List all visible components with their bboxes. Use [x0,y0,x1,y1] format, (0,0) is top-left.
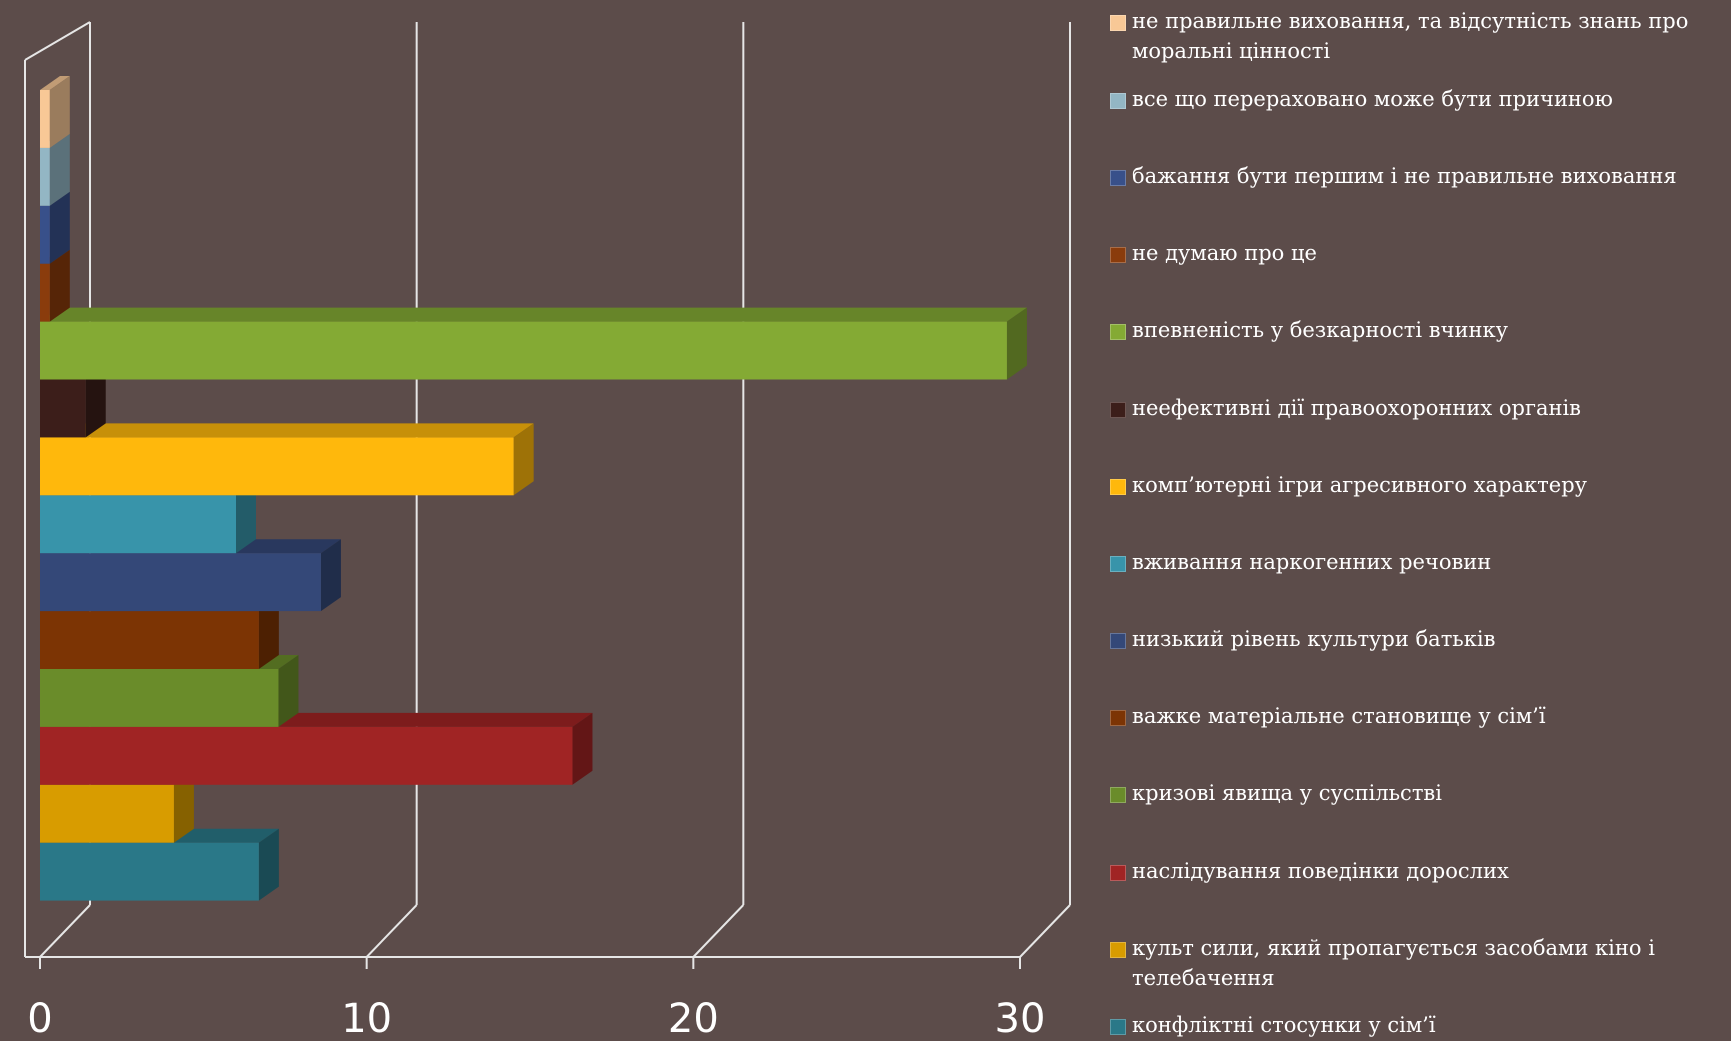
bar-7 [40,423,534,496]
bar-side-face [258,597,279,669]
bar-front-face [40,553,321,612]
bar-5 [40,307,1027,380]
legend-swatch [1110,402,1126,418]
legend-label: впевненість у безкарності вчинку [1132,318,1508,342]
bar-front-face [40,263,50,322]
side-wall-top-edge [24,21,91,61]
legend-label: конфліктні стосунки у сім’ї [1132,1013,1436,1037]
legend-label: все що перераховано може бути причиною [1132,87,1613,111]
bar-front-face [40,726,573,785]
bar-front-face [40,321,1007,380]
bar-side-face [320,539,341,612]
legend-swatch [1110,865,1126,881]
x-tick-label-30: 30 [995,996,1046,1041]
x-tick-label-10: 10 [341,996,392,1041]
floor-gridline-30 [1019,904,1071,958]
legend-swatch [1110,710,1126,726]
legend-swatch [1110,942,1126,958]
bar-side-face [572,712,593,785]
bar-side-face [49,76,70,148]
bar-front-face [40,379,86,438]
legend-label: наслідування поведінки дорослих [1132,859,1509,883]
bar-side-face [513,423,534,496]
legend-label: комп’ютерні ігри агресивного характеру [1132,473,1587,497]
legend-label: культ сили, який пропагується засобами к… [1132,936,1655,990]
legend-label: не правильне виховання, та відсутність з… [1132,9,1689,63]
bar-side-face [1006,307,1027,380]
bar-side-face [258,828,279,901]
x-tick-label-0: 0 [27,996,52,1041]
bar-side-face [49,191,70,264]
legend-label: неефективні дії правоохоронних органів [1132,396,1581,420]
bars [40,76,1027,901]
legend-swatch [1110,93,1126,109]
bar-top-face [40,307,1027,322]
x-tick-label-20: 20 [668,996,719,1041]
bar-side-face [49,249,70,322]
bar-side-face [278,655,299,727]
legend-swatch [1110,247,1126,263]
bar-top-face [40,423,534,438]
bar-side-face [85,365,106,438]
bar-side-face [173,770,194,843]
bar-front-face [40,437,514,496]
bar-front-face [40,784,174,843]
bar-front-face [40,495,236,554]
legend-label: вживання наркогенних речовин [1132,550,1492,574]
legend-swatch [1110,633,1126,649]
x-axis: 0 10 20 30 [27,957,1045,1041]
legend-swatch [1110,556,1126,572]
bar-side-face [49,133,70,206]
legend-swatch [1110,15,1126,31]
floor-gridline-10 [365,904,418,958]
legend-swatch [1110,1019,1126,1035]
bar-front-face [40,611,259,669]
legend-label: бажання бути першим і не правильне вихов… [1132,164,1677,188]
legend-label: не думаю про це [1132,241,1317,265]
legend-label: низький рівень культури батьків [1132,627,1496,651]
bar-front-face [40,90,50,148]
bar-front-face [40,147,50,206]
bar-1 [40,76,70,148]
bar-front-face [40,669,279,727]
legend-swatch [1110,170,1126,186]
floor-gridline-0 [39,904,91,958]
legend-swatch [1110,787,1126,803]
bar-front-face [40,205,50,264]
legend-swatch [1110,479,1126,495]
floor-gridline-20 [692,904,745,958]
legend-label: кризові явища у суспільстві [1132,781,1442,805]
bar-front-face [40,842,259,901]
bar-side-face [236,481,256,554]
legend-label: важке матеріальне становище у сім’ї [1132,704,1546,728]
legend-swatch [1110,324,1126,340]
bar-top-face [40,76,70,90]
